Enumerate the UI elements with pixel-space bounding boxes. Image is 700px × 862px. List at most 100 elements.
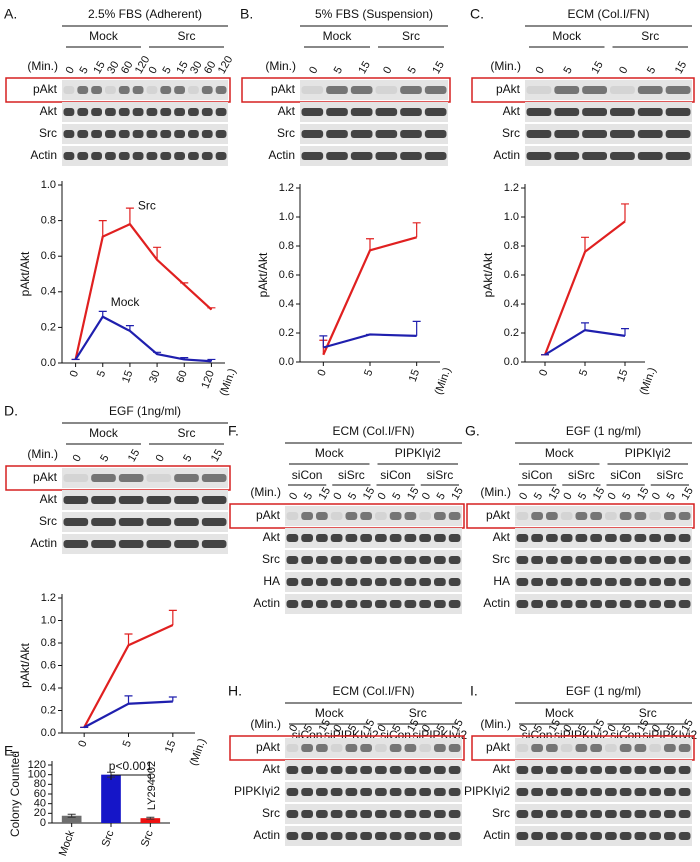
lane-label: 0 (606, 723, 619, 734)
band (345, 766, 358, 774)
row-label: PIPKIγi2 (234, 784, 280, 798)
error-bar (124, 633, 133, 646)
band (434, 766, 446, 774)
error-bar (207, 307, 216, 310)
band (375, 152, 398, 160)
lane-label: 5 (390, 723, 403, 734)
band (375, 832, 387, 840)
band (389, 556, 402, 564)
band (649, 766, 661, 774)
band (546, 600, 558, 608)
y-tick-label: 0.6 (279, 269, 294, 281)
y-tick-label: 40 (34, 798, 46, 810)
band (330, 788, 343, 796)
y-tick-label: 100 (28, 769, 46, 781)
row-label: Akt (40, 104, 58, 118)
x-axis-label: (Min.) (188, 737, 209, 768)
band (404, 788, 417, 796)
y-tick-label: 1.0 (504, 211, 519, 223)
panel-letter: H. (228, 683, 242, 699)
band (360, 534, 372, 542)
subgroup-label: siCon (522, 468, 553, 482)
band (345, 832, 358, 840)
band (132, 108, 144, 116)
band (345, 744, 358, 752)
band (448, 788, 461, 796)
band (316, 766, 328, 774)
lane-label: 5 (532, 723, 545, 734)
x-tick-label: Mock (57, 828, 77, 857)
row-label: Akt (263, 762, 281, 776)
group-label: Src (639, 706, 657, 720)
band (531, 512, 543, 520)
subgroup-label: siCon (292, 468, 323, 482)
blot-strip (62, 124, 228, 144)
band (174, 86, 185, 94)
row-label: pAkt (33, 82, 58, 96)
band (201, 496, 227, 504)
band (419, 556, 431, 564)
band (118, 86, 130, 94)
band (404, 556, 417, 564)
band (375, 744, 387, 752)
series-line (74, 315, 212, 363)
band (637, 86, 663, 94)
lane-label: 15 (405, 717, 422, 734)
band (91, 518, 116, 526)
lane-label: 15 (91, 59, 108, 76)
band (404, 534, 417, 542)
band (105, 108, 116, 116)
band (590, 556, 602, 564)
band (424, 130, 447, 138)
band (404, 578, 417, 586)
band (105, 86, 116, 94)
band (605, 512, 617, 520)
row-label: pAkt (271, 82, 296, 96)
band (360, 556, 372, 564)
row-label: Akt (493, 530, 511, 544)
x-axis-label: (Min.) (433, 366, 454, 397)
band (590, 788, 602, 796)
row-label: Akt (40, 492, 58, 506)
y-tick-label: 1.2 (279, 182, 294, 194)
lane-label: 5 (561, 65, 574, 76)
band (301, 556, 313, 564)
row-label: Akt (503, 104, 521, 118)
band (448, 600, 461, 608)
band (575, 512, 588, 520)
band (316, 600, 328, 608)
y-tick-label: 0.4 (41, 682, 56, 694)
band (389, 810, 402, 818)
blot-title: ECM (Col.I/FN) (333, 684, 415, 698)
lane-label: 0 (561, 723, 574, 734)
band (619, 534, 632, 542)
band (619, 832, 632, 840)
error-bar (153, 246, 162, 260)
band (215, 108, 227, 116)
band (516, 556, 529, 564)
band (389, 512, 402, 520)
blot-strip (62, 102, 228, 122)
lane-label: 15 (635, 485, 652, 502)
band (375, 130, 398, 138)
band (215, 86, 227, 94)
band (77, 86, 89, 94)
y-tick-label: 0.2 (504, 327, 519, 339)
band (619, 810, 632, 818)
lane-label: 0 (307, 65, 320, 76)
error-bar (207, 358, 216, 362)
blot-strip (515, 782, 692, 802)
lane-label: 5 (77, 65, 90, 76)
blot-strip (525, 80, 692, 100)
band (375, 600, 387, 608)
lane-label: 15 (317, 485, 334, 502)
row-label: pAkt (496, 82, 521, 96)
lane-label: 0 (287, 723, 300, 734)
band (360, 578, 372, 586)
band (389, 766, 402, 774)
group-label: Mock (552, 29, 582, 43)
band (531, 556, 543, 564)
band (350, 130, 373, 138)
band (516, 512, 529, 520)
band (301, 766, 313, 774)
